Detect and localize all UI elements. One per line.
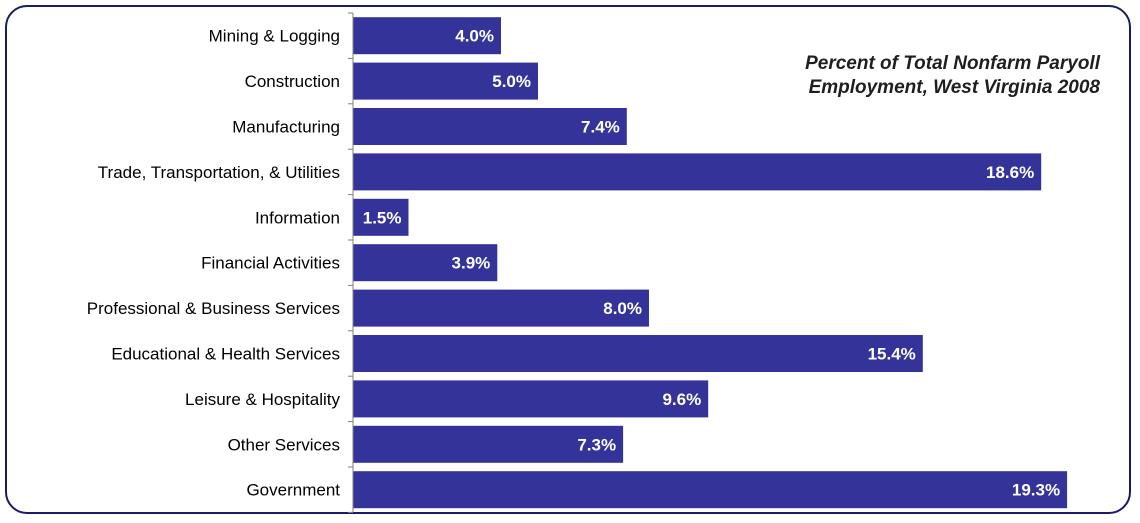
bar-4 [353,198,409,236]
bar-1 [353,62,538,100]
chart-title: Percent of Total Nonfarm Paryoll Employm… [680,52,1100,100]
value-label-2: 7.4% [581,118,620,137]
bars-group [353,17,1068,509]
category-label-2: Manufacturing [232,118,340,137]
category-label-1: Construction [245,72,340,91]
bar-6 [353,289,649,327]
value-label-3: 18.6% [986,163,1034,182]
category-labels-group: Mining & Logging Construction Manufacturin… [87,27,341,500]
bar-5 [353,244,498,282]
chart-title-line-1: Percent of Total Nonfarm Paryoll [805,53,1100,74]
category-label-8: Leisure & Hospitality [185,390,340,409]
category-label-5: Financial Activities [201,254,340,273]
category-label-0: Mining & Logging [209,27,340,46]
value-label-6: 8.0% [603,299,642,318]
bar-3 [353,153,1042,191]
value-label-4: 1.5% [363,208,402,227]
bar-9 [353,425,624,463]
category-label-4: Information [255,208,340,227]
value-label-9: 7.3% [577,435,616,454]
value-label-0: 4.0% [455,27,494,46]
bar-0 [353,17,501,55]
category-label-10: Government [246,481,340,500]
value-labels-group: 4.0% 5.0% 7.4% 18.6% 1.5% 3.9% 8.0% 15.4% 9.6% 7.… [363,27,1060,500]
value-label-8: 9.6% [662,390,701,409]
value-label-7: 15.4% [868,345,916,364]
category-label-9: Other Services [228,435,340,454]
value-label-1: 5.0% [492,72,531,91]
bar-2 [353,108,627,145]
chart-title-line-2: Employment, West Virginia 2008 [808,77,1100,98]
bar-10 [353,471,1068,509]
category-label-3: Trade, Transportation, & Utilities [98,163,340,182]
bar-8 [353,380,709,418]
y-axis-ticks [348,12,353,513]
category-label-6: Professional & Business Services [87,299,340,318]
category-label-7: Educational & Health Services [111,345,340,364]
value-label-5: 3.9% [452,254,491,273]
value-label-10: 19.3% [1012,481,1060,500]
bar-7 [353,335,923,372]
